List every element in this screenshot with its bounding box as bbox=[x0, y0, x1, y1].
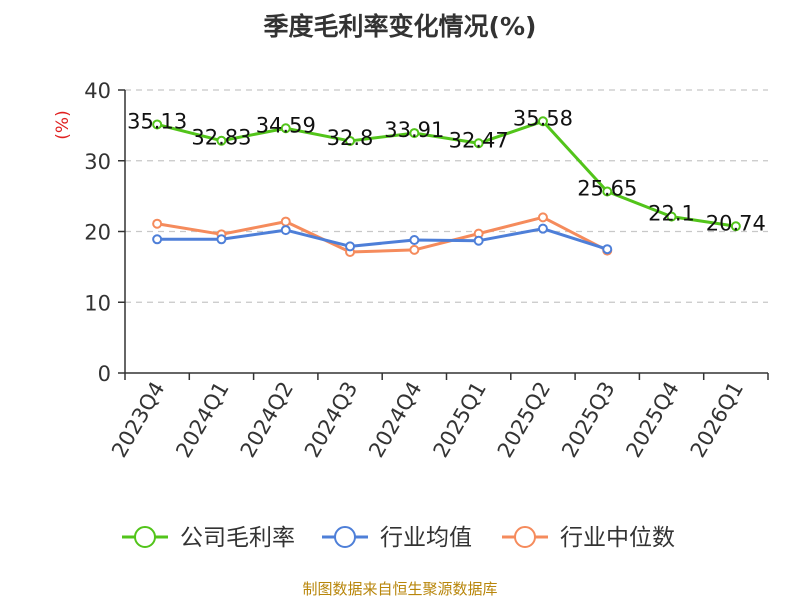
source-note: 制图数据来自恒生聚源数据库 bbox=[302, 580, 497, 598]
legend-marker bbox=[514, 526, 536, 548]
series-line bbox=[157, 227, 608, 251]
legend-label: 行业中位数 bbox=[560, 525, 675, 551]
data-label: 20.74 bbox=[706, 211, 766, 235]
data-point bbox=[345, 135, 356, 146]
data-point bbox=[216, 234, 227, 245]
x-tick-label: 2024Q4 bbox=[364, 378, 426, 462]
data-label: 25.65 bbox=[577, 177, 637, 201]
x-tick-label: 2024Q3 bbox=[300, 378, 362, 462]
data-label: 32.83 bbox=[191, 126, 251, 150]
legend-label: 行业均值 bbox=[380, 525, 472, 551]
grid-lines bbox=[125, 89, 768, 303]
x-tick-label: 2025Q1 bbox=[429, 378, 491, 462]
data-label: 32.47 bbox=[449, 128, 509, 152]
series-line bbox=[156, 215, 608, 254]
data-point bbox=[666, 211, 677, 222]
data-point bbox=[473, 235, 484, 246]
legend-marker bbox=[134, 526, 156, 548]
data-point bbox=[280, 216, 291, 227]
chart-title: 季度毛利率变化情况(%) bbox=[264, 12, 537, 41]
data-point bbox=[473, 138, 484, 149]
x-tick-label: 2024Q1 bbox=[171, 378, 233, 462]
y-tick-label: 10 bbox=[84, 291, 111, 315]
data-label: 22.1 bbox=[648, 202, 695, 226]
data-label: 32.8 bbox=[327, 126, 374, 150]
legend-item-2: 行业中位数 bbox=[502, 525, 675, 551]
data-point bbox=[152, 234, 163, 245]
data-label: 35.58 bbox=[513, 106, 573, 130]
series-line bbox=[156, 119, 737, 228]
data-point bbox=[280, 225, 291, 236]
x-tick-label: 2023Q4 bbox=[107, 378, 169, 462]
data-point bbox=[537, 212, 548, 223]
data-label: 33.91 bbox=[384, 118, 444, 142]
data-label: 34.59 bbox=[256, 113, 316, 137]
legend-marker bbox=[334, 526, 356, 548]
data-point bbox=[602, 244, 613, 255]
legend-item-1: 行业均值 bbox=[322, 525, 472, 551]
data-point bbox=[537, 223, 548, 234]
data-point bbox=[537, 116, 548, 127]
data-point bbox=[152, 119, 163, 130]
data-point bbox=[409, 128, 420, 139]
data-point bbox=[602, 186, 613, 197]
legend: 公司毛利率 行业均值 行业中位数 bbox=[122, 525, 675, 551]
x-tick-label: 2025Q4 bbox=[621, 378, 683, 462]
series-1 bbox=[152, 223, 613, 255]
data-point bbox=[409, 244, 420, 255]
x-tick-label: 2024Q2 bbox=[236, 378, 298, 462]
legend-label: 公司毛利率 bbox=[180, 525, 295, 551]
data-point bbox=[152, 218, 163, 229]
y-axis-label: (%) bbox=[53, 110, 73, 139]
data-point bbox=[345, 241, 356, 252]
data-point bbox=[216, 135, 227, 146]
x-tick-label: 2025Q3 bbox=[557, 378, 619, 462]
y-tick-label: 20 bbox=[84, 221, 111, 245]
y-tick-label: 0 bbox=[98, 362, 111, 386]
x-tick-label: 2025Q2 bbox=[493, 378, 555, 462]
data-point bbox=[730, 221, 741, 232]
legend-item-0: 公司毛利率 bbox=[122, 525, 295, 551]
data-point bbox=[409, 234, 420, 245]
y-tick-label: 40 bbox=[84, 79, 111, 103]
data-label: 35.13 bbox=[127, 109, 187, 133]
y-tick-label: 30 bbox=[84, 150, 111, 174]
data-point bbox=[280, 123, 291, 134]
x-tick-label: 2026Q1 bbox=[686, 378, 748, 462]
